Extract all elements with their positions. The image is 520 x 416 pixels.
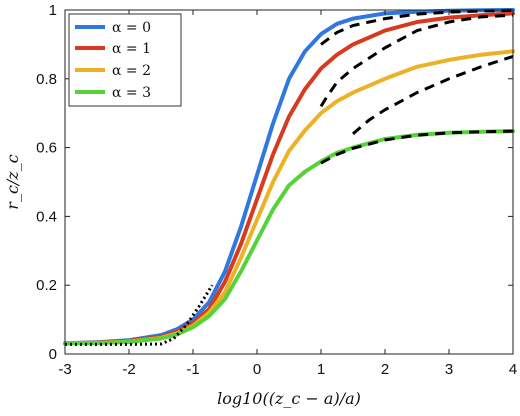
x-tick-label: -1 xyxy=(186,361,199,378)
x-tick-label: 2 xyxy=(381,361,389,378)
y-tick-label: 0.8 xyxy=(36,71,57,88)
asymptote-dashed-line-1 xyxy=(319,13,514,108)
x-tick-label: 1 xyxy=(317,361,325,378)
legend: α = 0 α = 1 α = 2 α = 3 xyxy=(68,13,182,107)
asymptote-dashed-line-0 xyxy=(320,8,514,46)
x-tick-label: 4 xyxy=(509,361,517,378)
plot-frame xyxy=(64,9,514,355)
legend-label-alpha-2: α = 2 xyxy=(112,63,151,79)
ticks-layer: -3 -2 -1 0 1 2 3 4 0 0.2 0.4 0.6 0.8 1 xyxy=(36,2,517,378)
x-tick-label: 3 xyxy=(445,361,453,378)
y-tick-label: 0.4 xyxy=(36,208,57,225)
legend-label-alpha-0: α = 0 xyxy=(112,20,151,36)
x-tick-label: 0 xyxy=(253,361,261,378)
y-tick-label: 0.6 xyxy=(36,140,57,157)
y-tick-label: 0 xyxy=(49,346,57,363)
y-tick-label: 1 xyxy=(49,2,57,19)
x-tick-label: -2 xyxy=(122,361,135,378)
y-axis-label: r_c/z_c xyxy=(3,154,22,209)
legend-label-alpha-1: α = 1 xyxy=(112,41,151,57)
asymptote-dashed-line-3 xyxy=(320,129,514,165)
asymptote-dashed-line-2 xyxy=(352,54,514,135)
curves-layer xyxy=(63,8,515,346)
x-axis-label: log10((z_c − a)/a) xyxy=(217,389,361,408)
x-tick-label: -3 xyxy=(58,361,71,378)
legend-label-alpha-3: α = 3 xyxy=(112,85,151,101)
y-tick-label: 0.2 xyxy=(36,277,57,294)
